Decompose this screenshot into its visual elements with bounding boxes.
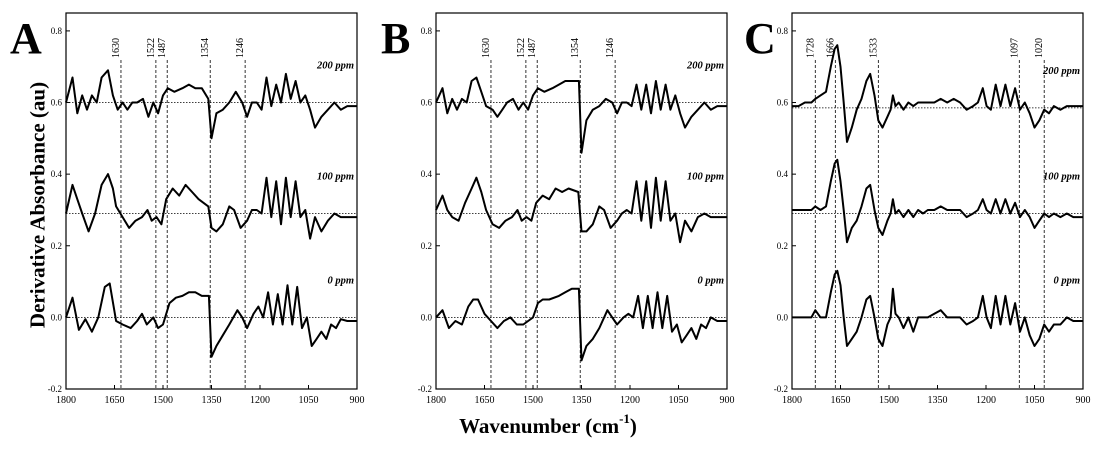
- series-label: 200 ppm: [316, 61, 354, 72]
- x-tick-label: 1500: [879, 395, 899, 406]
- x-tick-label: 1350: [572, 395, 592, 406]
- plot-frame: [65, 12, 358, 390]
- x-tick-label: 1050: [1025, 395, 1045, 406]
- y-axis-label: Derivative Absorbance (au): [25, 81, 50, 329]
- marker-label: 1630: [481, 38, 492, 58]
- y-tick-label: 0.0: [51, 312, 63, 322]
- x-tick-label: 1500: [153, 395, 173, 406]
- chart-panel-c: -0.2 0.0 0.2 0.4 0.6 0.8 1800 1650 1500 1350 1200 1…: [774, 12, 1091, 406]
- plot-frame: [435, 12, 728, 390]
- x-tick-label: 900: [720, 395, 735, 406]
- x-tick-label: 1050: [299, 395, 319, 406]
- panel-b-letter: B: [381, 14, 411, 63]
- y-tick-label: 0.8: [51, 26, 63, 36]
- marker-label: 1533: [868, 38, 879, 58]
- series-line: [65, 69, 357, 140]
- x-tick-label: 1050: [669, 395, 689, 406]
- marker-label: 1666: [825, 38, 836, 58]
- x-tick-label: 1350: [928, 395, 948, 406]
- x-tick-label: 1500: [523, 395, 543, 406]
- x-axis-label-close: ): [629, 414, 637, 438]
- x-tick-label: 900: [1076, 395, 1091, 406]
- x-tick-label: 900: [350, 395, 365, 406]
- x-tick-label: 1200: [250, 395, 270, 406]
- series-label: 0 ppm: [1053, 275, 1080, 286]
- chart-panel-a: -0.2 0.0 0.2 0.4 0.6 0.8 1800 1650 1500 1350 1200 1…: [48, 12, 365, 406]
- marker-label: 1522: [516, 38, 527, 58]
- series-line: [435, 76, 727, 154]
- x-tick-label: 1800: [782, 395, 802, 406]
- y-tick-label: 0.8: [421, 26, 433, 36]
- series-line: [435, 176, 727, 244]
- marker-label: 1487: [527, 38, 538, 58]
- marker-label: 1246: [605, 38, 616, 58]
- series-label: 0 ppm: [697, 275, 724, 286]
- x-tick-label: 1650: [831, 395, 851, 406]
- y-tick-label: 0.2: [777, 241, 788, 251]
- marker-label: 1522: [146, 38, 157, 58]
- series-line: [435, 287, 727, 362]
- marker-label: 1020: [1034, 38, 1045, 58]
- y-tick-label: 0.4: [777, 169, 789, 179]
- chart-panel-b: -0.2 0.0 0.2 0.4 0.6 0.8 1800 1650 1500 1350 1200 1…: [418, 12, 735, 406]
- x-axis-label: Wavenumber (cm-1): [459, 411, 637, 439]
- series-label: 100 ppm: [687, 172, 724, 183]
- series-line: [792, 158, 1083, 244]
- y-tick-label: 0.4: [51, 169, 63, 179]
- panel-a-letter: A: [10, 14, 42, 63]
- marker-label: 1630: [111, 38, 122, 58]
- x-tick-label: 1800: [56, 395, 76, 406]
- series-line: [65, 282, 357, 358]
- y-tick-label: 0.2: [421, 241, 432, 251]
- series-label: 100 ppm: [317, 172, 354, 183]
- x-tick-label: 1200: [620, 395, 640, 406]
- series-label: 0 ppm: [327, 275, 354, 286]
- marker-label: 1246: [235, 38, 246, 58]
- y-tick-label: 0.8: [777, 26, 789, 36]
- x-tick-label: 1350: [202, 395, 222, 406]
- y-tick-label: 0.0: [421, 312, 433, 322]
- y-tick-label: 0.6: [777, 98, 789, 108]
- y-tick-label: 0.6: [421, 98, 433, 108]
- series-line: [65, 173, 357, 240]
- x-axis-label-exponent: -1: [619, 411, 630, 426]
- y-tick-label: 0.2: [51, 241, 62, 251]
- y-tick-label: 0.0: [777, 312, 789, 322]
- series-label: 100 ppm: [1043, 172, 1080, 183]
- marker-label: 1354: [570, 38, 581, 58]
- x-tick-label: 1200: [976, 395, 996, 406]
- panel-c-letter: C: [744, 14, 776, 63]
- y-tick-label: -0.2: [418, 384, 432, 394]
- series-label: 200 ppm: [1042, 66, 1080, 77]
- series-line: [792, 44, 1083, 143]
- series-label: 200 ppm: [686, 61, 724, 72]
- x-tick-label: 1650: [105, 395, 125, 406]
- x-tick-label: 1650: [475, 395, 495, 406]
- marker-label: 1097: [1009, 38, 1020, 58]
- marker-label: 1728: [805, 38, 816, 58]
- series-line: [792, 269, 1083, 347]
- y-tick-label: -0.2: [774, 384, 788, 394]
- marker-label: 1354: [200, 38, 211, 58]
- marker-label: 1487: [157, 38, 168, 58]
- y-tick-label: -0.2: [48, 384, 62, 394]
- y-tick-label: 0.4: [421, 169, 433, 179]
- y-tick-label: 0.6: [51, 98, 63, 108]
- x-axis-label-main: Wavenumber (cm: [459, 414, 620, 438]
- x-tick-label: 1800: [426, 395, 446, 406]
